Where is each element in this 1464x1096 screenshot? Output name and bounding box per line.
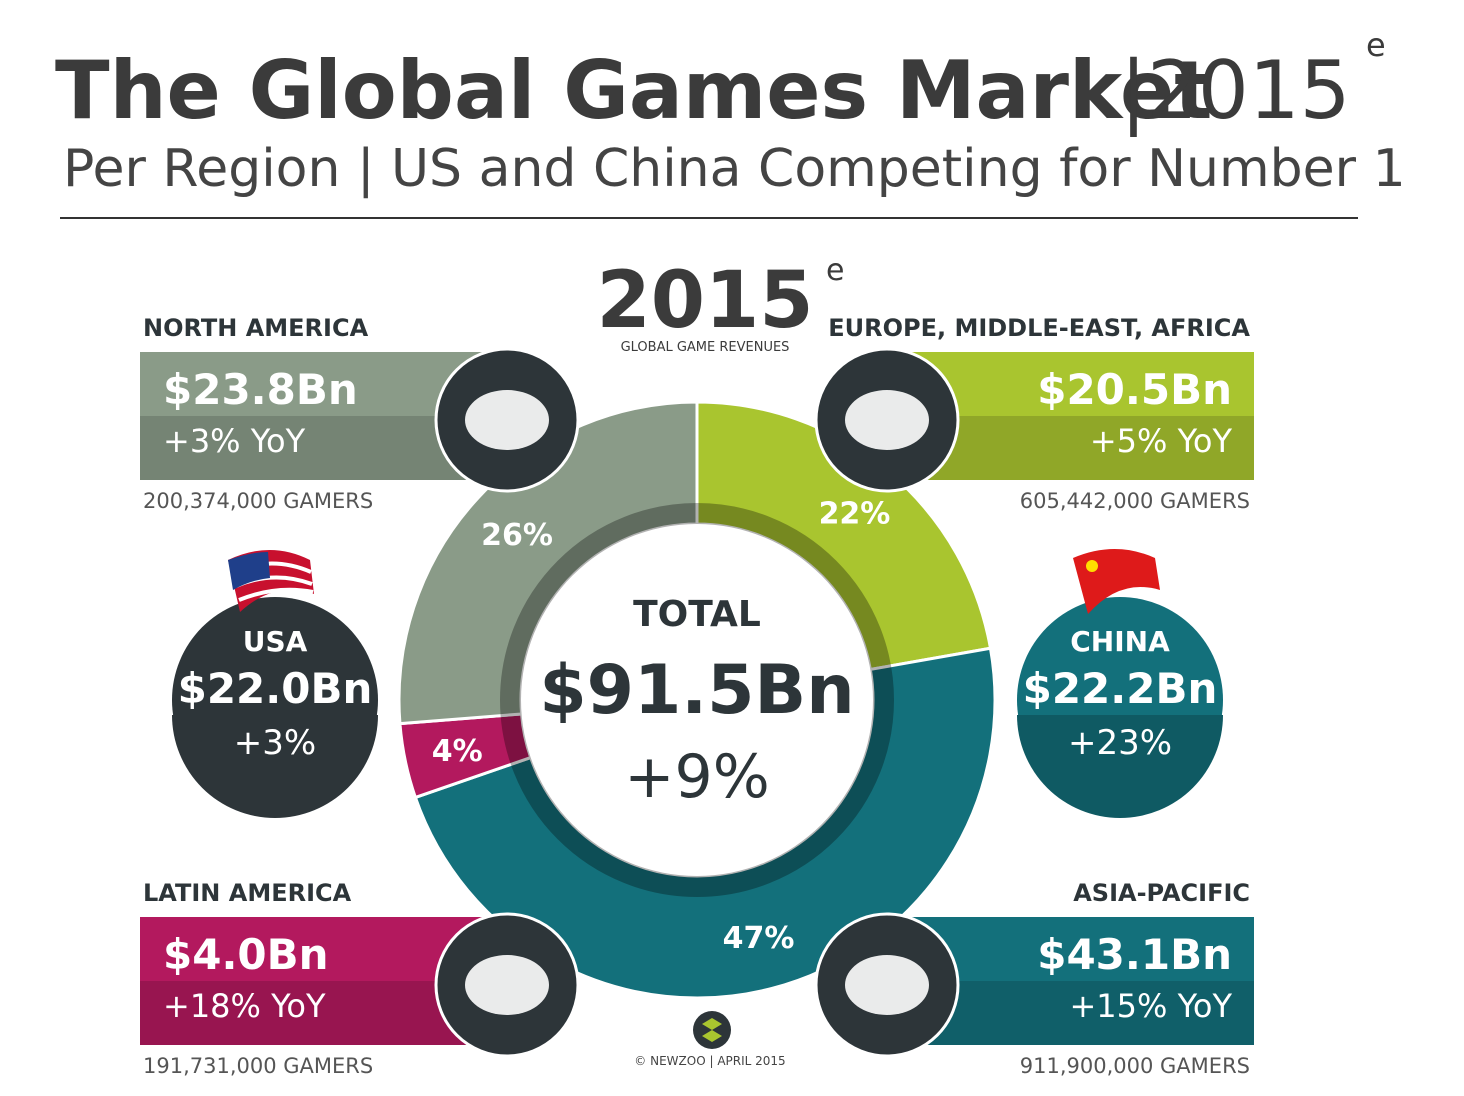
region-name: NORTH AMERICA	[143, 314, 369, 342]
year-label: 2015	[596, 256, 813, 346]
region-map	[465, 955, 549, 1015]
region-growth: +5% YoY	[1090, 422, 1233, 460]
region-gamers: 191,731,000 GAMERS	[143, 1054, 373, 1078]
region-gamers: 911,900,000 GAMERS	[1020, 1054, 1250, 1078]
total: $91.5Bn	[539, 651, 854, 730]
inner-ring	[500, 503, 894, 897]
country-name: CHINA	[1070, 625, 1170, 658]
title: The Global Games Market	[55, 44, 1213, 137]
country-revenue: $22.0Bn	[178, 664, 373, 713]
region-revenue: $4.0Bn	[163, 930, 329, 979]
title-year: |2015	[1120, 44, 1351, 138]
region-gamers: 605,442,000 GAMERS	[1020, 489, 1250, 513]
region-revenue: $23.8Bn	[163, 365, 358, 414]
slice-label: 47%	[723, 921, 795, 956]
country-growth: +3%	[234, 723, 316, 763]
region-gamers: 200,374,000 GAMERS	[143, 489, 373, 513]
logo	[693, 1011, 731, 1049]
region-icons	[434, 347, 960, 1058]
title-mark: e	[1366, 26, 1386, 64]
region-revenue: $20.5Bn	[1037, 365, 1232, 414]
region-growth: +3% YoY	[163, 422, 306, 460]
region-growth: +15% YoY	[1069, 987, 1232, 1025]
region-revenue: $43.1Bn	[1037, 930, 1232, 979]
slice-label: 22%	[819, 496, 891, 531]
country-revenue: $22.2Bn	[1023, 664, 1218, 713]
region-name: LATIN AMERICA	[143, 879, 352, 907]
region-map	[845, 955, 929, 1015]
logo-mark	[702, 1018, 722, 1042]
donut-center: TOTAL $91.5Bn +9%	[521, 524, 873, 876]
center-label: TOTAL	[633, 594, 761, 635]
total-growth: +9%	[624, 742, 769, 812]
region-map	[845, 390, 929, 450]
flag-canton	[228, 552, 270, 590]
credit: © NEWZOO | APRIL 2015	[634, 1054, 785, 1068]
country-disc-lower	[172, 715, 378, 818]
region-name: ASIA-PACIFIC	[1073, 879, 1250, 907]
region-growth: +18% YoY	[163, 987, 326, 1025]
center-disc	[521, 524, 873, 876]
region-name: EUROPE, MIDDLE-EAST, AFRICA	[828, 314, 1250, 342]
flag-star	[1086, 560, 1098, 572]
slice-label: 26%	[481, 518, 553, 553]
country-growth: +23%	[1068, 723, 1172, 763]
countries: USA $22.0Bn +3% CHINA $22.2Bn +23%	[172, 549, 1223, 818]
year-mark: e	[826, 253, 844, 288]
subtitle: Per Region | US and China Competing for …	[63, 139, 1406, 199]
country-name: USA	[243, 625, 308, 658]
slice-label: 4%	[432, 734, 483, 769]
country-disc-lower	[1017, 715, 1223, 818]
year-caption: GLOBAL GAME REVENUES	[621, 340, 790, 355]
donut: 22% 47% 4% 26%	[397, 400, 997, 1000]
region-map	[465, 390, 549, 450]
